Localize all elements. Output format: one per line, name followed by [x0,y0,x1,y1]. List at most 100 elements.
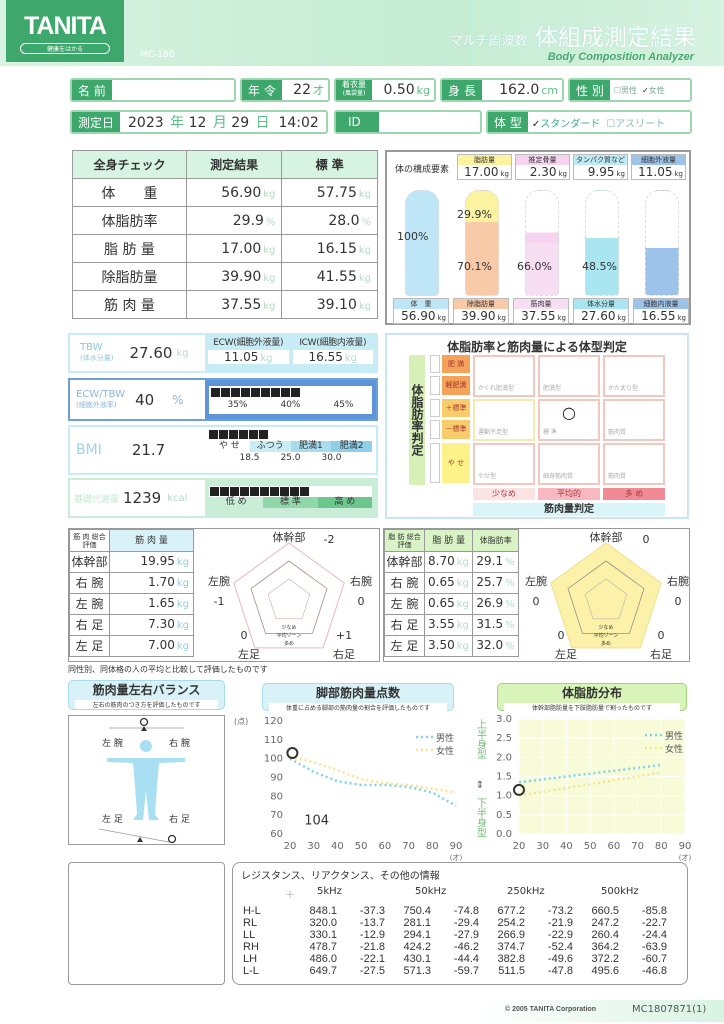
cell-value: 41.55 kg [281,262,378,291]
age-unit: 才 [313,84,324,97]
cell-label: かた太り型 [608,385,639,392]
unit: kg [674,170,684,178]
bottom-component-box: 体 重 56.90 kg [393,298,449,324]
col-header: 体脂肪率 [472,529,519,552]
row-label: RH [243,941,259,953]
impedance-title: レジスタンス、リアクタンス、その他の情報 [241,871,440,882]
freq: 500kHz [601,886,639,897]
icw: ICW(細胞内液量) 16.55 kg [292,337,373,369]
table-row: 左 足 3.50 kg 32.0% [384,635,519,657]
date-label: 測定日 [72,112,121,132]
x-tick-label: 20 [284,841,297,852]
bmi-categories: や せふつう 肥満1 肥満2 [209,441,372,452]
y-tick-label: 2.0 [496,752,512,763]
body-type-cell: 筋肉質 [603,399,665,441]
impedance-value: 750.4 [403,905,431,917]
cell-label: 標 準 [543,429,557,436]
trunk-value: 0 [643,533,650,546]
impedance-value: -46.2 [453,941,479,953]
value: 7.00 [148,638,175,652]
impedance-value: -22.9 [547,929,573,941]
unit: % [505,578,515,589]
body-type-field: 体 型 ✓スタンダード ☐アスリート [486,110,692,134]
x-tick-label: 20 [513,841,526,852]
bar-block [209,430,218,439]
legend-label: 女性 [436,745,454,757]
height-unit: cm [541,84,558,97]
top-component-box: 推定骨量 2.30 kg [515,154,570,180]
impedance-row: LL 330.1 -12.9 294.1 -27.9 266.9 -22.9 260.4 -24… [243,929,667,941]
y-tick-label: 1.5 [496,772,512,783]
impedance-value: -85.8 [641,905,667,917]
bar-block [291,388,300,397]
cell-value: 16.15 kg [281,234,378,263]
unit: kg [558,170,568,178]
row-label: 右 足 [384,614,425,636]
body-type-title: 体脂肪率と筋肉量による体型判定 [447,340,627,354]
row-label: 体幹部 [69,551,110,573]
x-tick-label: 40 [560,841,573,852]
fat-level-checkbox [430,355,440,373]
bar-block [230,487,239,496]
clothes-unit: kg [416,84,430,97]
date-value: 2023 年 12 月 29 日 14:02 [120,112,319,132]
cell-value: 26.9% [472,593,519,615]
value: 9.95 [587,165,615,179]
cell-label: やせ型 [478,473,497,480]
freq-header: ＋ 5kHz 50kHz 250kHz 500kHz [233,886,687,901]
bar-block [270,487,279,496]
impedance-table: H-L 848.1 -37.3 750.4 -74.8 677.2 -73.2 660.5 -8… [243,905,667,977]
cell-value: 32.0% [472,635,519,657]
age-number: 22 [293,82,311,98]
table-row: 左 足 7.00 kg [69,635,194,657]
left-arm-label: 左 腕 [102,739,123,749]
cell-value: 28.0% [281,206,378,235]
table-row: 脂 肪 量 17.00 kg 16.15 kg [72,234,378,263]
clothes-label-main: 着衣量 [342,80,366,89]
value: 29.1 [476,554,504,568]
tbw-block: TBW (体水分量) 27.60 kg [70,335,205,371]
bmi-category: 肥満2 [331,441,372,452]
fat-dist-chart-subtitle: 体幹部脂肪量を下肢脂肪量で割ったものです [504,703,680,712]
impedance-value: 260.4 [591,929,619,941]
unit: kg [263,188,276,200]
value: 0.65 [428,596,455,610]
sex-label: 性 別 [570,80,610,100]
unit: kg [677,314,687,322]
fat-level-checkbox [430,420,440,439]
value: 3.55 [428,617,455,631]
component-label: 細胞内液量 [634,299,688,309]
legend-label: 男性 [665,730,683,742]
cell-value: 3.50 kg [423,635,474,657]
value: 2.30 [529,165,557,179]
component-label: 体水分量 [574,299,628,309]
impedance-value: -24.4 [641,929,667,941]
bar-block [290,487,299,496]
impedance-value: -74.8 [453,905,479,917]
bmi-gauge: や せふつう 肥満1 肥満2 18.5 25.0 30.0 [205,427,376,473]
component-label: 体 重 [394,299,448,309]
trunk-label: 体幹部 [273,530,306,544]
value: 32.0 [476,638,504,652]
body-type-cell: 筋肉質 [603,443,665,485]
tick: 30.0 [321,453,342,463]
tbw-value: 27.60 [129,344,173,362]
col-header: 筋 肉 量 [109,529,194,552]
row-label: 左 足 [69,635,110,657]
ecw-unit: kg [260,353,273,364]
cell-value: 57.75 kg [281,178,378,207]
impedance-value: -46.8 [641,965,667,977]
impedance-panel: レジスタンス、リアクタンス、その他の情報 ＋ 5kHz 50kHz 250kHz 500… [232,862,688,985]
impedance-value: -49.6 [547,953,573,965]
value: 39.10 [316,296,357,313]
cell-value: 0.65 kg [423,572,474,594]
zone-label: 多め [284,640,294,647]
ecw-tbw-block: ECW/TBW (細胞外液率) 40% [70,380,205,419]
fat-distribution-header: 体脂肪分布 体幹部脂肪量を下肢脂肪量で割ったものです [497,683,687,712]
cell-value: 0.65 kg [423,593,474,615]
value: 39.90 [221,268,262,285]
table-row: 右 腕 1.70 kg [69,572,194,594]
x-tick-label: 30 [536,841,549,852]
freq: 5kHz [317,886,342,897]
